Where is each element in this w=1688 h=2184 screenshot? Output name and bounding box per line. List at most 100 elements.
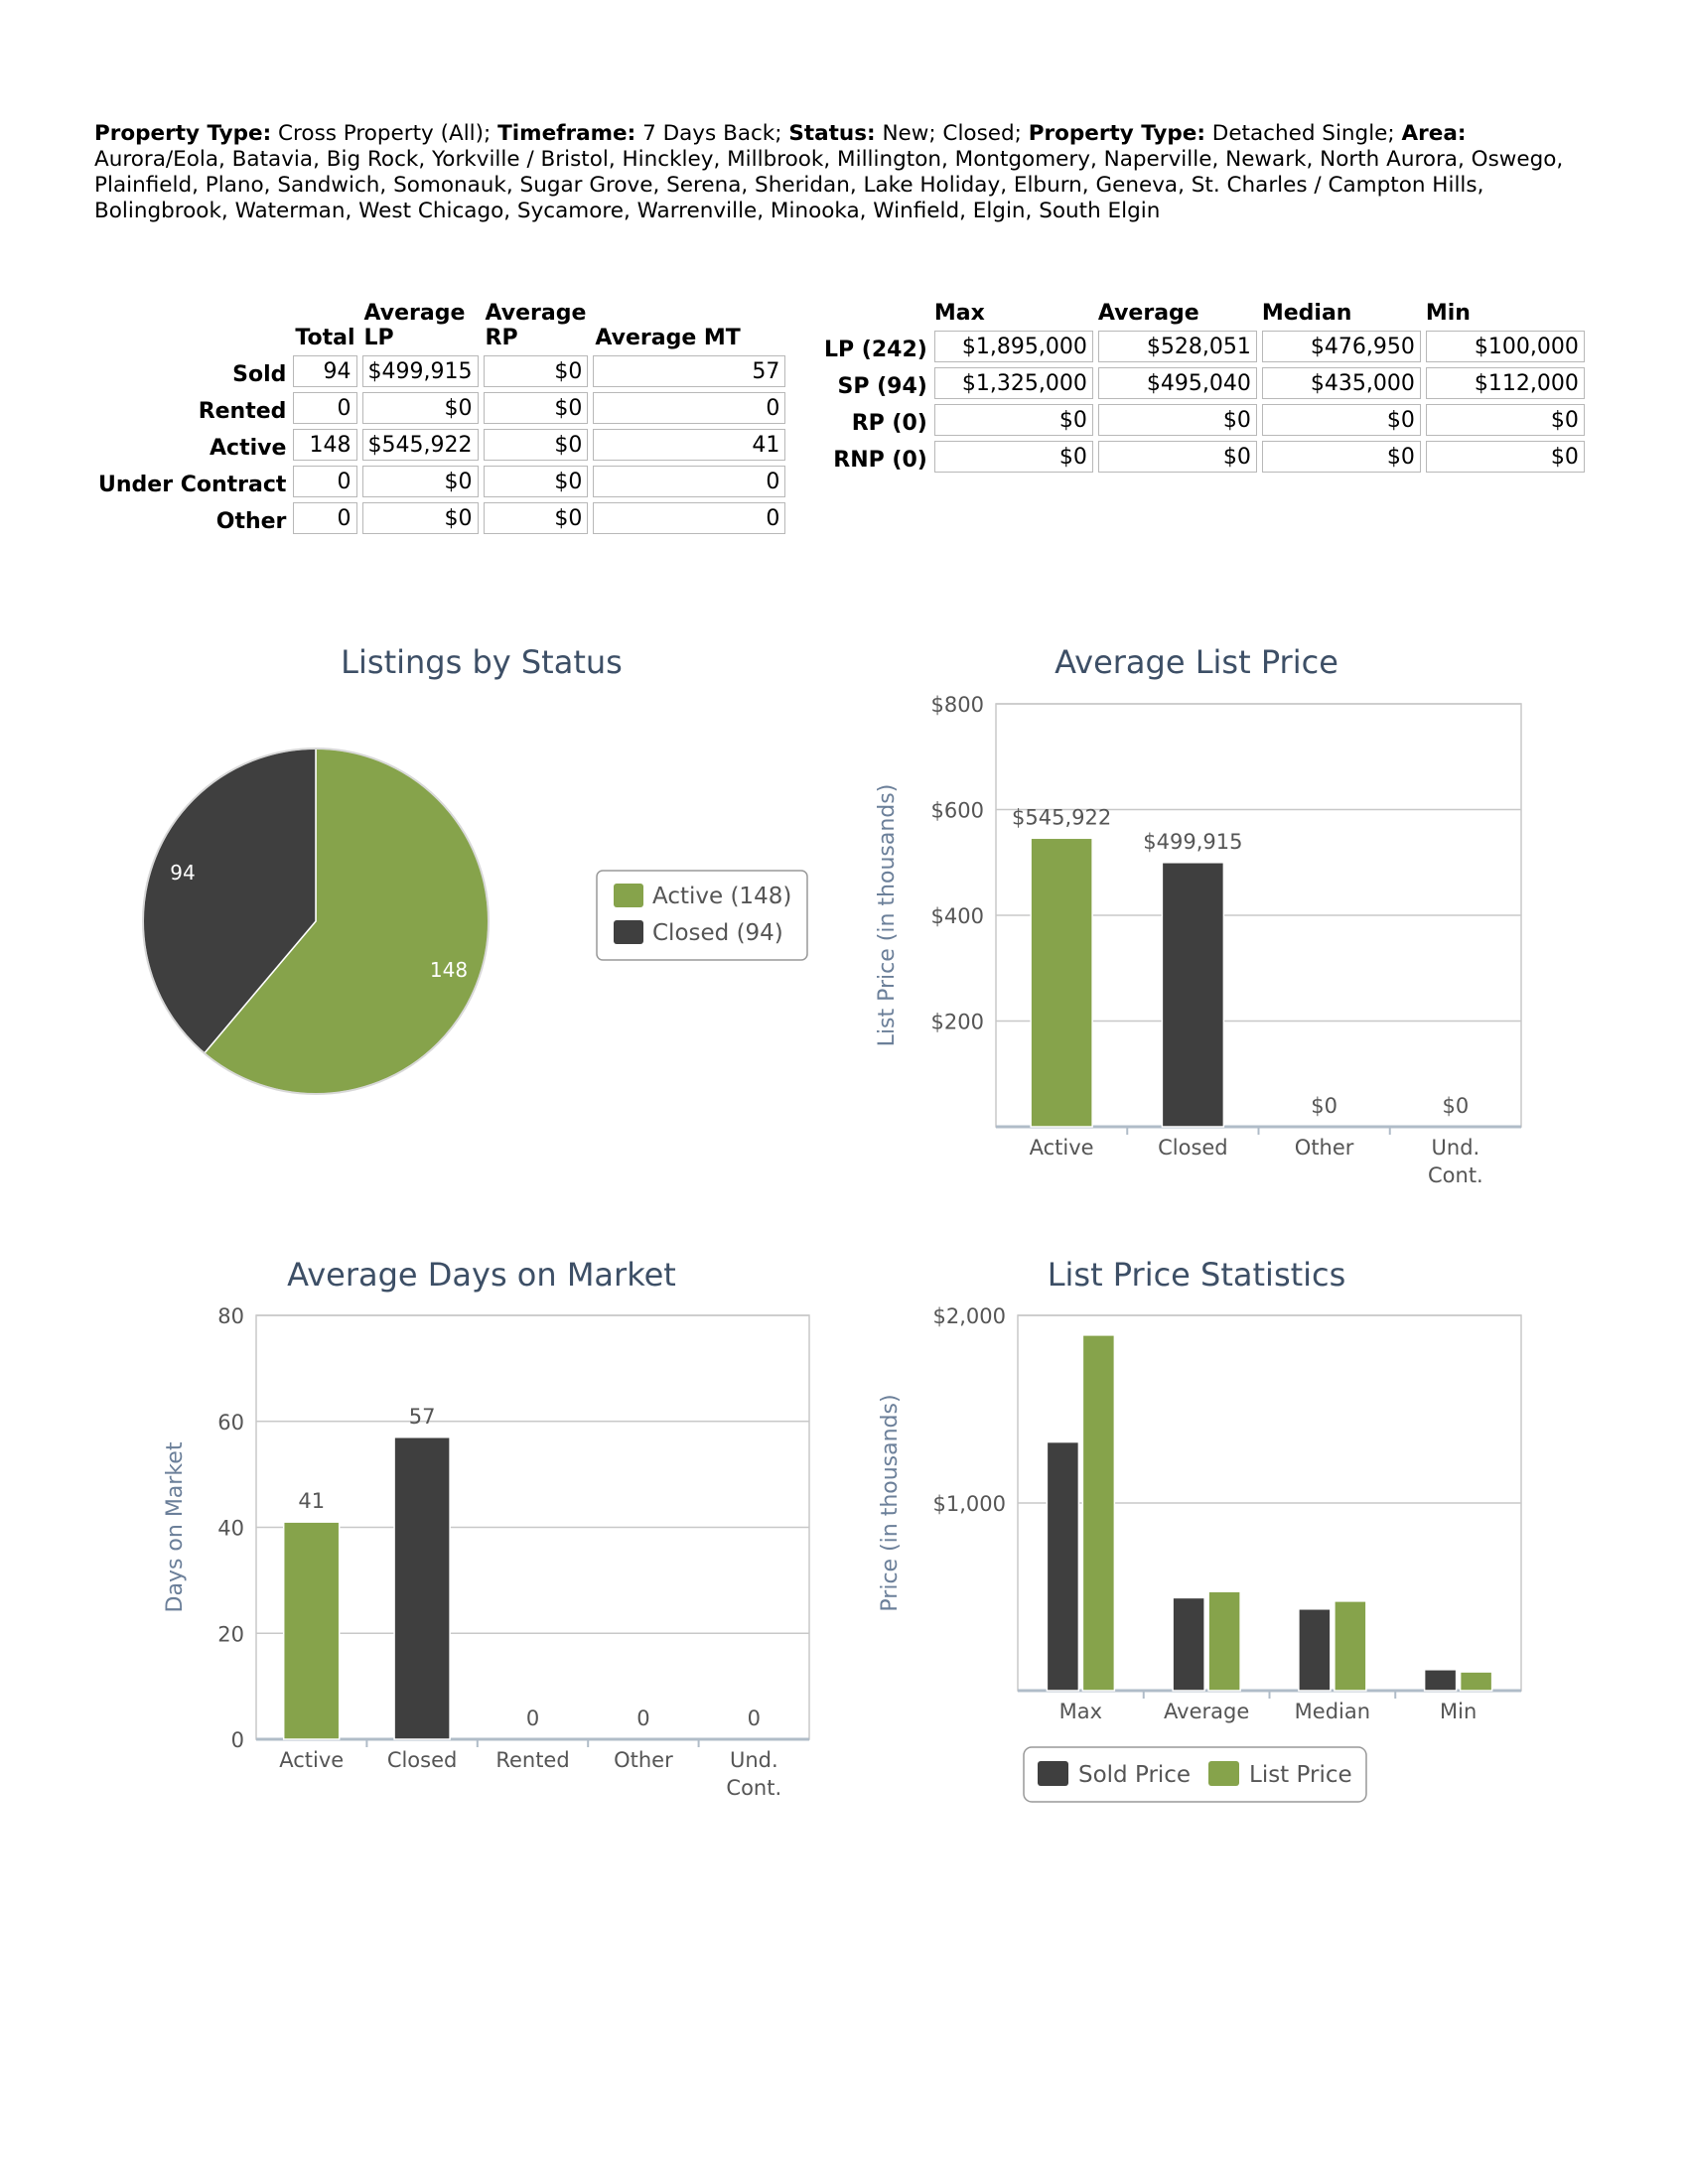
- criteria-property-type2-label: Property Type:: [1028, 121, 1205, 146]
- row-label: Under Contract: [98, 473, 287, 497]
- avg-list-price-bar-active: [1030, 837, 1093, 1128]
- days-on-market-data-label: 0: [636, 1706, 649, 1730]
- days-on-market-y-tick-label: 80: [217, 1304, 244, 1328]
- avg-list-price-x-tick-label: Active: [1030, 1136, 1094, 1160]
- table-cell: $499,915: [361, 355, 479, 387]
- days-on-market-y-axis-title: Days on Market: [163, 1441, 188, 1612]
- avg-list-price-y-tick-label: $200: [931, 1011, 984, 1034]
- legend-swatch-active: [614, 884, 643, 907]
- criteria-timeframe-label: Timeframe:: [497, 121, 636, 146]
- avg-list-price-y-tick-label: $400: [931, 904, 984, 928]
- days-on-market-y-tick-label: 0: [231, 1728, 244, 1752]
- table-cell: 94: [293, 355, 357, 387]
- criteria-property-type2-value: Detached Single;: [1211, 121, 1395, 146]
- price-summary-table: Max Average Median Min LP (242) $1,895,0…: [817, 296, 1590, 478]
- list-price-stats-x-tick-label: Max: [1059, 1700, 1102, 1723]
- table-cell: 0: [293, 392, 357, 424]
- table-row: LP (242) $1,895,000 $528,051 $476,950 $1…: [822, 331, 1585, 362]
- table-row: Rented 0 $0 $0 0: [96, 392, 786, 424]
- days-on-market-y-tick-label: 40: [217, 1517, 244, 1541]
- table-cell: $0: [1425, 441, 1585, 473]
- list-price-stats-bar-sold-price: [1298, 1608, 1332, 1692]
- table-cell: $476,950: [1261, 331, 1421, 362]
- list-price-stats-bar-list-price: [1207, 1590, 1241, 1692]
- column-header: Median: [1261, 301, 1352, 326]
- days-on-market-bar-closed: [393, 1436, 451, 1740]
- table-header-row: Total Average LP Average RP Average MT: [96, 301, 785, 350]
- table-cell: $112,000: [1425, 367, 1585, 399]
- avg-list-price-y-tick-label: $800: [931, 693, 984, 717]
- average-list-price-title: Average List Price: [1055, 643, 1338, 681]
- days-on-market-x-tick-label: Und.: [730, 1748, 778, 1772]
- row-label: Active: [210, 436, 287, 461]
- avg-list-price-x-tick-label: Other: [1295, 1136, 1354, 1160]
- table-cell: $0: [1425, 404, 1585, 436]
- pie-data-label: 148: [430, 958, 468, 982]
- table-cell: 148: [293, 429, 357, 461]
- table-cell: $0: [483, 429, 589, 461]
- table-row: Active 148 $545,922 $0 41: [96, 429, 786, 461]
- list-price-stats-x-tick-label: Min: [1440, 1700, 1477, 1723]
- table-row: Other 0 $0 $0 0: [96, 502, 786, 534]
- table-row: Under Contract 0 $0 $0 0: [96, 466, 786, 497]
- days-on-market-x-tick-label: Closed: [387, 1748, 458, 1772]
- table-cell: $0: [1097, 404, 1257, 436]
- table-cell: 0: [293, 502, 357, 534]
- days-on-market-x-tick-label: Other: [614, 1748, 673, 1772]
- list-price-stats-bar-list-price: [1334, 1600, 1367, 1692]
- table-cell: $495,040: [1097, 367, 1257, 399]
- legend-label-closed: Closed (94): [652, 920, 783, 946]
- table-cell: $0: [361, 392, 479, 424]
- list-price-stats-bar-sold-price: [1172, 1596, 1205, 1692]
- days-on-market-y-tick-label: 20: [217, 1622, 244, 1646]
- avg-list-price-x-tick-label: Cont.: [1428, 1163, 1483, 1187]
- pie-outline: [142, 748, 490, 1095]
- stats-legend-swatch: [1038, 1761, 1068, 1786]
- table-row: SP (94) $1,325,000 $495,040 $435,000 $11…: [822, 367, 1585, 399]
- avg-list-price-data-label: $0: [1443, 1094, 1470, 1118]
- days-on-market-data-label: 0: [748, 1706, 761, 1730]
- table-cell: $1,325,000: [933, 367, 1093, 399]
- avg-list-price-x-tick-label: Und.: [1432, 1136, 1480, 1160]
- days-on-market-data-label: 41: [298, 1489, 325, 1513]
- list-price-stats-x-tick-label: Average: [1164, 1700, 1249, 1723]
- days-on-market-data-label: 57: [409, 1405, 436, 1429]
- pie-legend-box: [596, 870, 808, 961]
- table-cell: 0: [593, 466, 786, 497]
- avg-list-price-y-tick-label: $600: [931, 799, 984, 823]
- days-on-market-bar-active: [282, 1521, 341, 1740]
- table-cell: $0: [483, 466, 589, 497]
- criteria-status-value: New; Closed;: [882, 121, 1022, 146]
- row-label: Sold: [232, 362, 287, 387]
- avg-list-price-data-label: $0: [1311, 1094, 1337, 1118]
- table-row: RNP (0) $0 $0 $0 $0: [822, 441, 1585, 473]
- stats-legend-label: Sold Price: [1078, 1762, 1191, 1788]
- column-header: Average MT: [595, 326, 741, 350]
- table-cell: $0: [361, 502, 479, 534]
- table-cell: 0: [293, 466, 357, 497]
- table-row: Sold 94 $499,915 $0 57: [96, 355, 786, 387]
- pie-data-label: 94: [170, 861, 195, 885]
- avg-list-price-x-tick-label: Closed: [1158, 1136, 1228, 1160]
- row-label: Rented: [198, 399, 287, 424]
- criteria-area-label: Area:: [1401, 121, 1467, 146]
- list-price-stats-bar-sold-price: [1046, 1440, 1080, 1692]
- stats-legend-box: [1023, 1746, 1367, 1803]
- table-cell: 0: [593, 392, 786, 424]
- table-cell: 0: [593, 502, 786, 534]
- legend-swatch-closed: [614, 920, 643, 944]
- table-header-row: Max Average Median Min: [822, 301, 1585, 326]
- days-on-market-x-tick-label: Active: [279, 1748, 344, 1772]
- list-price-stats-bar-sold-price: [1423, 1669, 1458, 1692]
- stats-legend-swatch: [1208, 1761, 1239, 1786]
- table-cell: 57: [593, 355, 786, 387]
- search-criteria: Property Type: Cross Property (All); Tim…: [94, 121, 1594, 224]
- table-cell: $1,895,000: [933, 331, 1093, 362]
- table-row: RP (0) $0 $0 $0 $0: [822, 404, 1585, 436]
- criteria-timeframe-value: 7 Days Back;: [642, 121, 782, 146]
- table-cell: $435,000: [1261, 367, 1421, 399]
- avg-list-price-data-label: $545,922: [1012, 805, 1111, 829]
- criteria-status-label: Status:: [788, 121, 876, 146]
- table-cell: 41: [593, 429, 786, 461]
- column-header: Average: [1097, 301, 1199, 326]
